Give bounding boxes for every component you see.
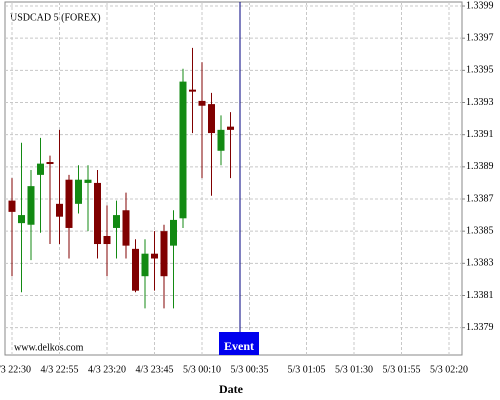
candle-body — [151, 253, 158, 259]
candle-body — [27, 186, 35, 225]
candle-body — [65, 179, 73, 228]
candle-body — [56, 203, 63, 217]
y-tick-label: 1.3385 — [466, 225, 494, 236]
plot-frame — [4, 1, 463, 356]
event-box — [219, 332, 259, 355]
candle-body — [189, 89, 196, 92]
candle-body — [8, 200, 16, 212]
x-tick-label: 5/3 02:20 — [430, 364, 468, 375]
y-tick-label: 1.3381 — [466, 290, 494, 301]
candle-body — [75, 179, 82, 204]
candle-body — [94, 182, 101, 245]
y-tick-label: 1.3395 — [466, 65, 494, 76]
candle-body — [170, 219, 177, 246]
chart-title: USDCAD 5 (FOREX) — [10, 12, 101, 23]
x-tick-label: 5/3 00:10 — [183, 364, 221, 375]
candle-body — [37, 163, 44, 175]
x-tick-label: 5/3 01:30 — [335, 364, 373, 375]
candle-body — [227, 126, 234, 130]
x-tick-label: 5/3 22:30 — [0, 364, 31, 375]
event-label: Event — [224, 339, 254, 353]
y-tick-label: 1.3389 — [466, 161, 494, 172]
x-tick-label: 4/3 22:55 — [40, 364, 78, 375]
candle-body — [198, 100, 206, 106]
x-tick-label: 5/3 01:55 — [382, 364, 420, 375]
candle-body — [217, 129, 225, 151]
candle-body — [46, 162, 54, 165]
candle-body — [179, 81, 187, 219]
x-tick-label: 4/3 23:20 — [88, 364, 126, 375]
y-tick-label: 1.3383 — [466, 258, 494, 269]
candle-body — [103, 235, 111, 245]
y-tick-label: 1.3397 — [466, 32, 494, 43]
watermark: www.delkos.com — [14, 342, 84, 353]
candle-body — [18, 215, 25, 224]
x-tick-label: 5/3 01:05 — [287, 364, 325, 375]
x-axis-label: Date — [219, 382, 244, 396]
candle-body — [132, 248, 139, 291]
candle-body — [113, 215, 120, 228]
candle-body — [141, 253, 149, 277]
candle-body — [122, 210, 130, 246]
x-tick-label: 4/3 23:45 — [135, 364, 173, 375]
y-tick-label: 1.3399 — [466, 0, 494, 11]
y-tick-label: 1.3391 — [466, 129, 494, 140]
candle-body — [84, 179, 92, 183]
candle-body — [208, 104, 215, 134]
y-tick-label: 1.3387 — [466, 193, 494, 204]
y-tick-label: 1.3379 — [466, 322, 494, 333]
y-tick-label: 1.3393 — [466, 97, 494, 108]
candle-body — [160, 231, 168, 277]
x-tick-label: 5/3 00:35 — [230, 364, 268, 375]
